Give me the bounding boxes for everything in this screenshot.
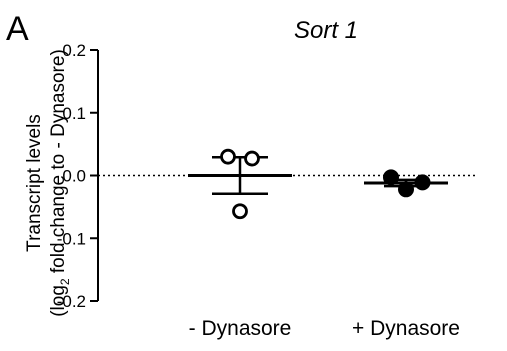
x-axis: - Dynasore + Dynasore: [98, 174, 478, 340]
x-category-label: - Dynasore: [189, 317, 292, 340]
series-1: [188, 148, 292, 220]
y-axis-label-line2: (log2 fold change to - Dynasore): [48, 49, 72, 317]
data-point: [414, 174, 431, 191]
y-tick-label: -0.2: [57, 292, 86, 311]
y-tick-label: -0.1: [57, 229, 86, 248]
panel-label: A: [6, 10, 29, 48]
y-axis: 0.2 0.1 0.0 -0.1 -0.2: [57, 41, 99, 311]
data-point: [220, 148, 236, 165]
data-point: [232, 203, 248, 220]
data-point: [244, 150, 260, 167]
series-2: [364, 169, 448, 198]
y-tick-label: 0.2: [62, 41, 86, 60]
data-point: [398, 181, 414, 198]
x-category-label: + Dynasore: [352, 317, 460, 340]
y-tick-label: 0.0: [62, 167, 86, 186]
data-point: [383, 169, 399, 186]
y-axis-label: Transcript levels (log2 fold change to -…: [24, 49, 72, 317]
data-marks: [188, 148, 448, 220]
chart-title: Sort 1: [294, 17, 358, 44]
y-axis-label-line1: Transcript levels: [24, 114, 45, 252]
y-tick-label: 0.1: [62, 104, 86, 123]
